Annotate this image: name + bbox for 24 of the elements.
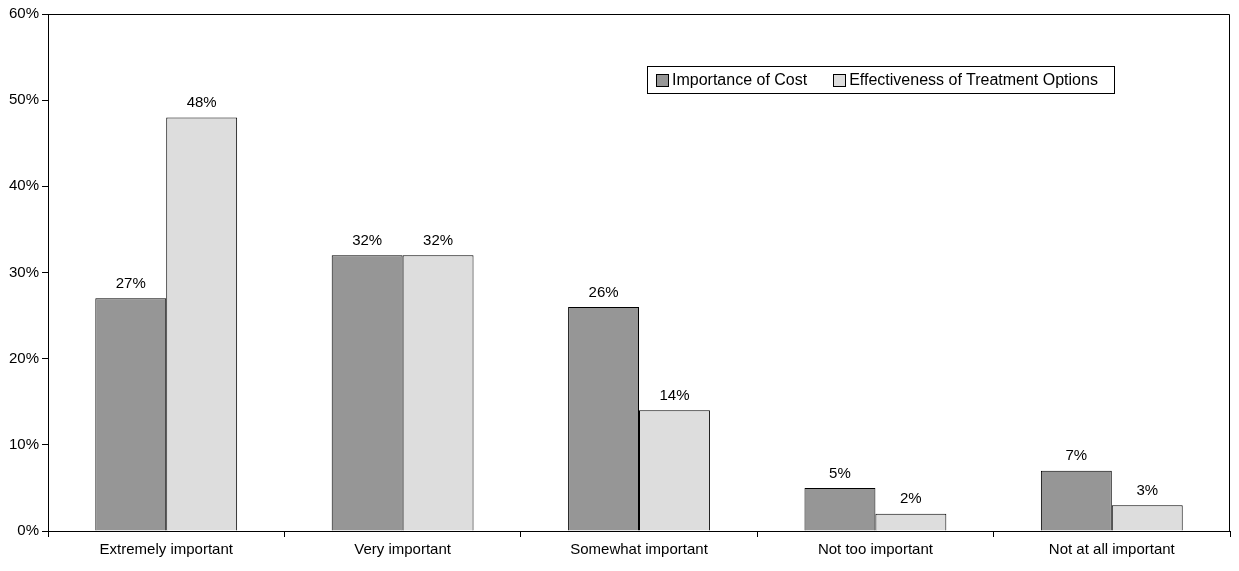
x-tick-label: Very important <box>354 540 452 558</box>
data-label: 27% <box>115 273 146 291</box>
x-tick-label: Not at all important <box>1048 540 1176 558</box>
legend-label: Effectiveness of Treatment Options <box>849 71 1098 89</box>
data-label: 5% <box>829 463 851 481</box>
data-label: 14% <box>659 386 690 404</box>
y-tick-label: 0% <box>17 521 40 539</box>
y-tick-label: 30% <box>8 262 40 280</box>
x-tick-label: Not too important <box>817 540 934 558</box>
x-tick-label: Extremely important <box>99 540 234 558</box>
data-label: 32% <box>352 230 383 248</box>
data-label: 7% <box>1065 446 1088 464</box>
x-tick-label: Somewhat important <box>570 540 709 558</box>
data-label: 2% <box>900 489 922 507</box>
y-tick-label: 60% <box>8 4 40 22</box>
data-label: 26% <box>588 282 619 300</box>
data-label: 3% <box>1136 480 1159 498</box>
data-label: 32% <box>423 230 454 248</box>
data-label: 48% <box>186 93 217 111</box>
y-tick-label: 20% <box>8 348 40 366</box>
y-tick-label: 10% <box>8 434 40 452</box>
y-tick-label: 50% <box>8 90 40 108</box>
legend-label: Importance of Cost <box>672 71 808 89</box>
y-tick-label: 40% <box>8 176 40 194</box>
